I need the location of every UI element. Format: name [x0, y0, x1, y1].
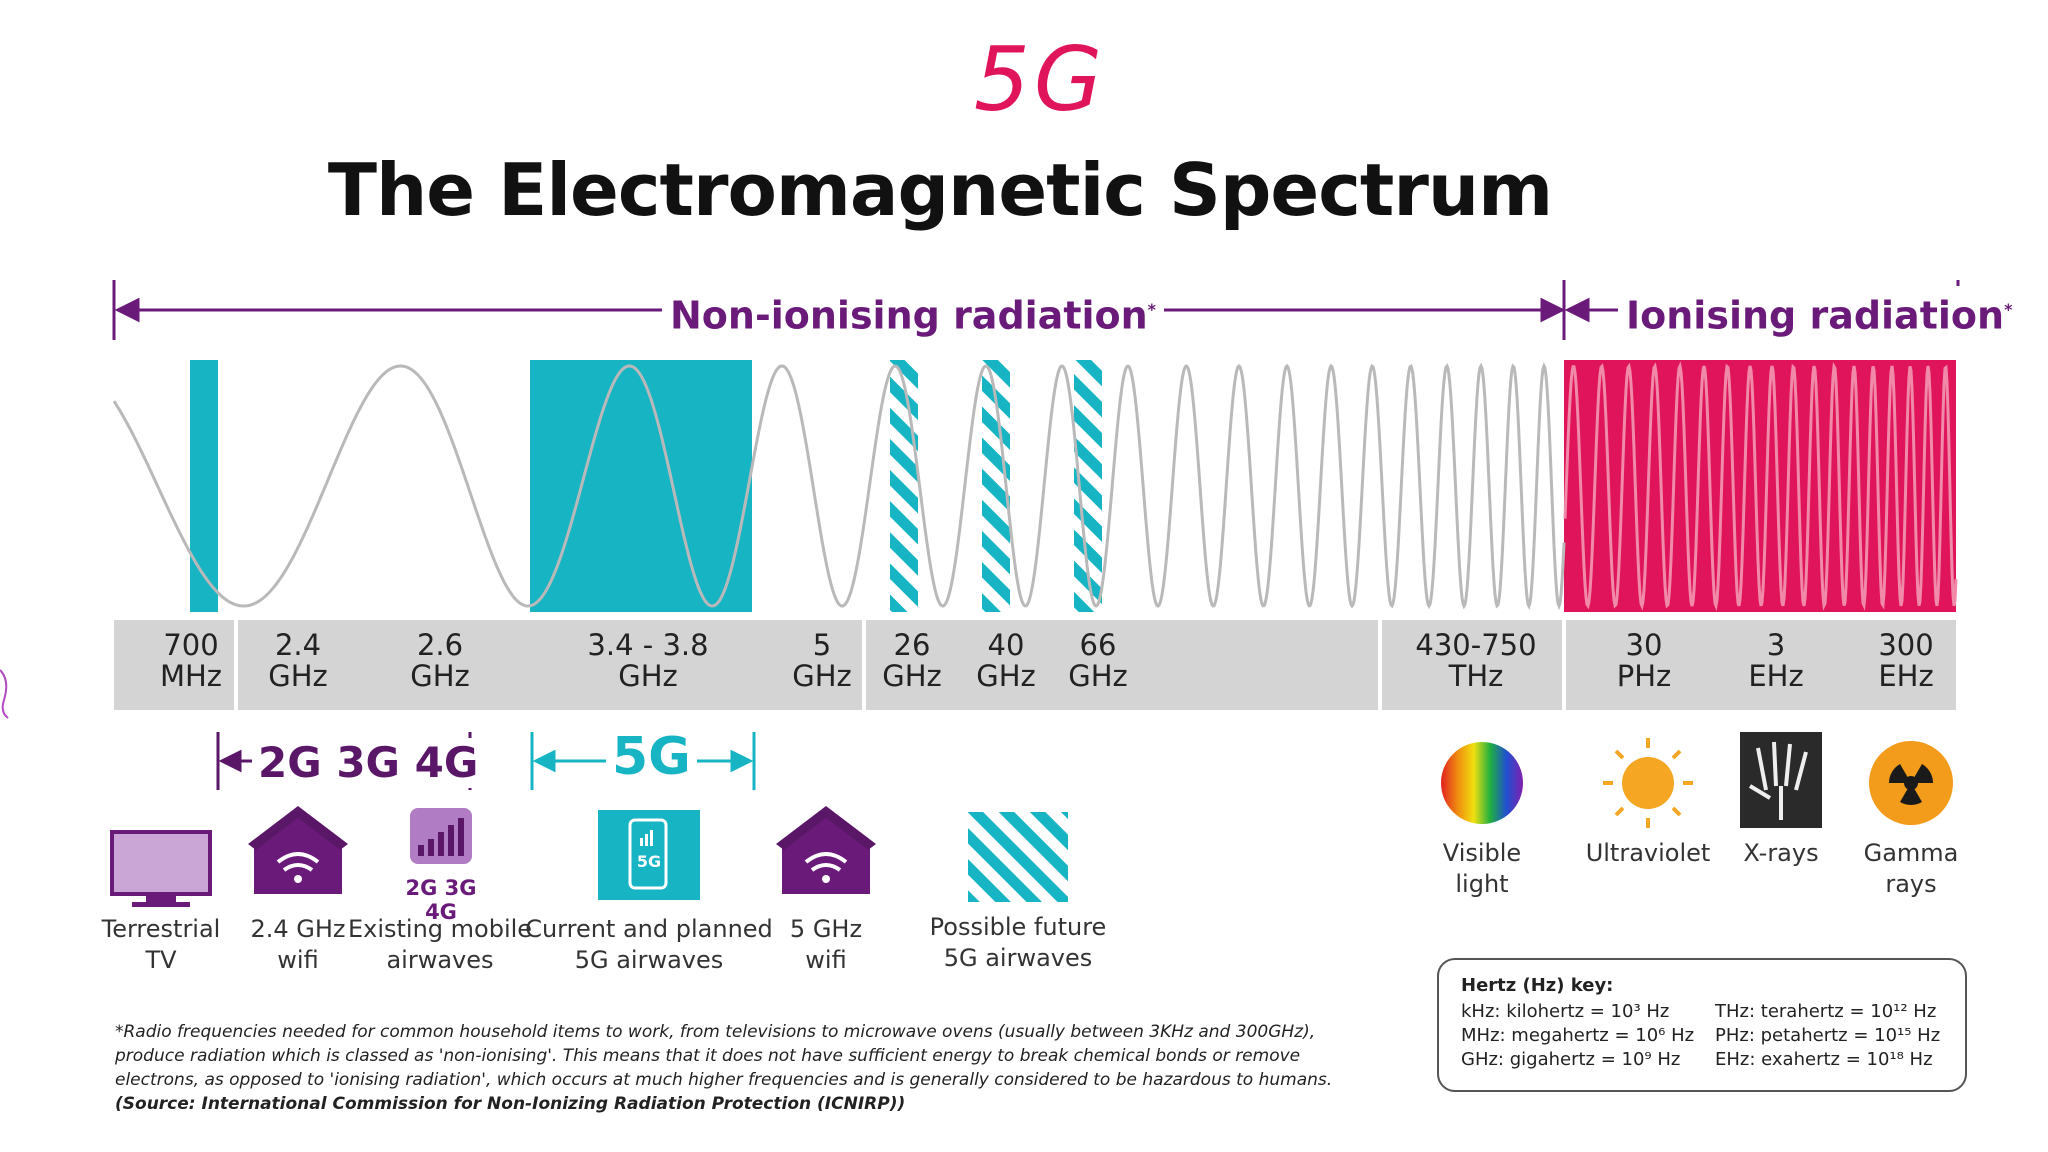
freq-label: 40 GHz — [976, 628, 1036, 693]
hertz-key-entry: THz: terahertz = 10¹² Hz — [1715, 1001, 1937, 1022]
label-ultraviolet: Ultraviolet — [1585, 839, 1711, 867]
sun-icon — [1603, 738, 1693, 828]
non-ionising-label: Non-ionising radiation* — [662, 286, 1165, 340]
phone-5g-icon — [598, 810, 700, 900]
freq-label: 5 GHz — [792, 628, 852, 693]
freq-bar-segment — [1382, 620, 1562, 710]
hertz-key-title: Hertz (Hz) key: — [1461, 975, 1614, 996]
freq-label: 26 GHz — [882, 628, 942, 693]
hatched-square-icon — [968, 812, 1068, 902]
footnote: *Radio frequencies needed for common hou… — [115, 1020, 1385, 1116]
fiveg-band-label: 5G — [606, 731, 697, 783]
house-wifi-icon — [248, 806, 348, 894]
hertz-key-box: Hertz (Hz) key: kHz: kilohertz = 10³ Hz … — [1437, 958, 1967, 1092]
item-label-existing-mobile: Existing mobile airwaves — [347, 915, 533, 974]
hertz-key-entry: MHz: megahertz = 10⁶ Hz — [1461, 1025, 1695, 1046]
freq-label: 700 MHz — [159, 628, 223, 693]
footnote-source: (Source: International Commission for No… — [115, 1094, 906, 1114]
xray-hand-icon — [1740, 732, 1822, 828]
freq-bar-segment — [1566, 620, 1956, 710]
label-gamma-rays: Gamma rays — [1863, 839, 1959, 898]
item-label-5ghz-wifi: 5 GHz wifi — [789, 915, 863, 974]
item-label-current-5g: Current and planned 5G airwaves — [525, 915, 773, 974]
item-label-24ghz-wifi: 2.4 GHz wifi — [250, 915, 346, 974]
wave-line-ionising — [1563, 361, 1958, 612]
tv-icon — [110, 830, 212, 907]
item-label-terrestrial-tv: Terrestrial TV — [101, 915, 221, 974]
fiveg-badge: 5G — [636, 852, 662, 871]
ionising-label: Ionising radiation* — [1618, 286, 2021, 340]
legacy-band-label: 2G 3G 4G — [252, 738, 485, 788]
freq-bar-segment — [238, 620, 862, 710]
freq-label: 30 PHz — [1616, 628, 1672, 693]
hertz-key-entry: GHz: gigahertz = 10⁹ Hz — [1461, 1049, 1681, 1070]
freq-label: 3 EHz — [1748, 628, 1804, 693]
signal-bars-icon — [410, 808, 472, 864]
radiation-icon — [1869, 741, 1953, 825]
wave-line — [112, 361, 1566, 611]
freq-bar-segment — [114, 620, 234, 710]
rainbow-icon — [1441, 742, 1523, 824]
freq-label: 2.6 GHz — [410, 628, 470, 693]
legacy-badge: 2G 3G 4G — [405, 876, 477, 924]
label-visible-light: Visible light — [1442, 839, 1522, 898]
freq-label: 2.4 GHz — [268, 628, 328, 693]
hertz-key-entry: EHz: exahertz = 10¹⁸ Hz — [1715, 1049, 1933, 1070]
handwritten-5g-title: 5G — [973, 28, 1107, 131]
house-wifi-icon — [776, 806, 876, 894]
hertz-key-entry: kHz: kilohertz = 10³ Hz — [1461, 1001, 1670, 1022]
freq-label: 300 EHz — [1878, 628, 1934, 693]
band-5g-current — [530, 360, 752, 612]
freq-label: 66 GHz — [1068, 628, 1128, 693]
decorative-pen-mark — [0, 669, 9, 719]
hertz-key-entry: PHz: petahertz = 10¹⁵ Hz — [1715, 1025, 1941, 1046]
page-title: The Electromagnetic Spectrum — [327, 148, 1553, 232]
freq-bar-segment — [866, 620, 1378, 710]
band-26ghz-future — [890, 360, 918, 612]
footnote-text: *Radio frequencies needed for common hou… — [115, 1022, 1333, 1090]
freq-label: 430-750 THz — [1415, 628, 1537, 693]
freq-label: 3.4 - 3.8 GHz — [587, 628, 709, 693]
label-x-rays: X-rays — [1743, 839, 1819, 867]
item-label-future-5g: Possible future 5G airwaves — [929, 913, 1107, 972]
band-700mhz — [190, 360, 218, 612]
